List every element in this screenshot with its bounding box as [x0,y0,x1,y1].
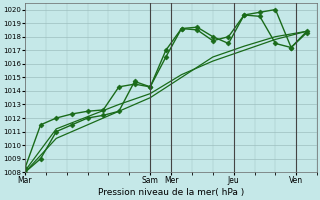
X-axis label: Pression niveau de la mer( hPa ): Pression niveau de la mer( hPa ) [98,188,244,197]
